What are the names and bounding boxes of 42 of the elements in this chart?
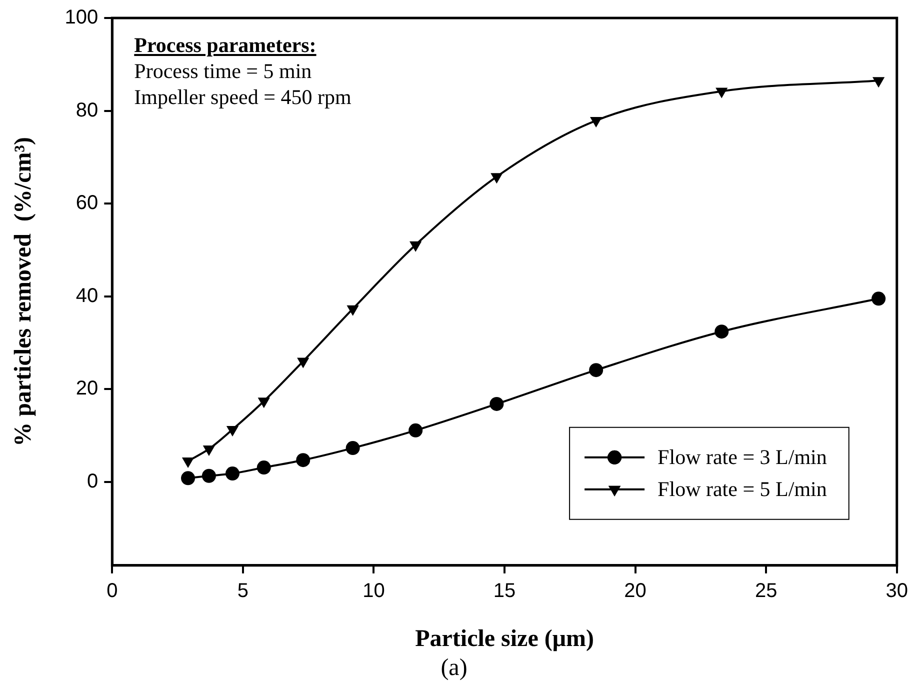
point (714, 324, 729, 339)
x-tick-label: 5 (237, 580, 249, 602)
x-tick-label: 30 (886, 580, 908, 602)
point (589, 363, 604, 378)
point (590, 117, 602, 128)
y-tick-label: 80 (76, 99, 98, 122)
point (410, 241, 422, 252)
point (872, 77, 885, 88)
point (226, 426, 239, 436)
point (202, 468, 216, 483)
x-tick-label: 15 (493, 580, 516, 602)
y-tick-label: 40 (76, 284, 98, 307)
text: (a) (440, 654, 468, 681)
legend-label: Flow rate = 5 L/min (658, 476, 828, 501)
point (346, 441, 360, 456)
point (258, 398, 270, 408)
y-tick-label: 0 (87, 470, 98, 492)
y-axis-title: % particles removed (%/cm³) (10, 137, 37, 446)
point (716, 88, 728, 98)
y-tick-label: 100 (64, 6, 98, 29)
annotation: Impeller speed = 450 rpm (134, 84, 352, 110)
point (256, 460, 271, 475)
point (296, 453, 310, 468)
point (297, 358, 310, 368)
annotation: Process time = 5 min (134, 58, 313, 84)
point (202, 445, 216, 456)
y-tick-label: 20 (76, 378, 98, 400)
point (346, 305, 359, 316)
point (490, 173, 503, 184)
y-tick-label: 60 (76, 192, 98, 214)
x-tick-label: 10 (362, 580, 385, 602)
annotation: Process parameters: (134, 32, 318, 58)
point (408, 423, 423, 438)
x-tick-label: 25 (754, 580, 778, 602)
point (490, 396, 504, 411)
point (181, 471, 196, 486)
point (872, 292, 886, 306)
x-axis-title: Particle size (μm) (415, 626, 594, 652)
x-tick-label: 0 (106, 580, 118, 602)
point (225, 466, 240, 481)
x-tick-label: 20 (624, 580, 646, 602)
legend-label: Flow rate = 3 L/min (658, 444, 828, 469)
